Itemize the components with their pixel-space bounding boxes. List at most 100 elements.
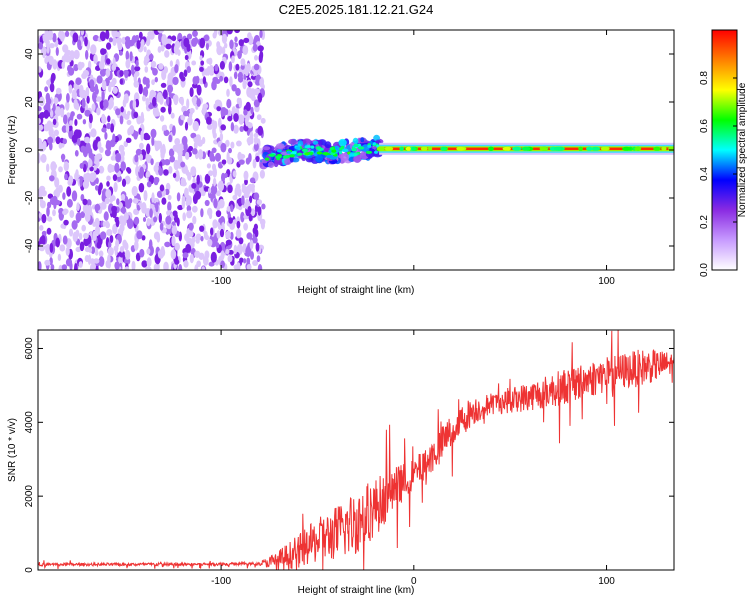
noise-blob [92, 91, 97, 103]
noise-blob [210, 251, 217, 263]
noise-blob [79, 241, 85, 252]
signal-blob [284, 157, 292, 166]
noise-blob [139, 248, 145, 258]
noise-blob [188, 112, 193, 119]
signal-blob [282, 155, 290, 159]
noise-blob [223, 76, 229, 84]
noise-blob [204, 199, 210, 207]
noise-blob [44, 86, 49, 92]
noise-blob [83, 237, 90, 247]
noise-blob [124, 249, 131, 260]
noise-blob [101, 127, 107, 133]
noise-blob [161, 143, 166, 155]
noise-blob [133, 131, 138, 140]
noise-blob [134, 66, 141, 72]
noise-blob [194, 264, 199, 270]
noise-blob [110, 155, 115, 161]
noise-blob [63, 114, 68, 125]
noise-blob [83, 232, 89, 240]
noise-blob [121, 206, 126, 215]
noise-blob [54, 177, 60, 188]
noise-blob [82, 164, 87, 173]
noise-blob [233, 71, 238, 80]
noise-blob [80, 145, 86, 153]
noise-blob [46, 206, 50, 217]
noise-blob [208, 261, 215, 267]
noise-blob [110, 165, 116, 172]
noise-blob [105, 189, 112, 199]
noise-blob [48, 43, 55, 49]
noise-blob [112, 133, 116, 144]
noise-blob [44, 102, 51, 111]
noise-blob [119, 115, 124, 125]
colorbar: 0.0 0.2 0.4 0.6 0.8 Normalized spectral ampl… [699, 29, 748, 277]
noise-blob [230, 231, 234, 240]
tone-blob [634, 146, 642, 151]
noise-blob [256, 114, 262, 121]
noise-blob [256, 199, 263, 205]
noise-blob [103, 211, 109, 221]
noise-blob [237, 188, 242, 198]
noise-blob [75, 229, 80, 238]
noise-blob [73, 64, 79, 72]
noise-blob [243, 37, 250, 44]
noise-blob [104, 197, 110, 205]
noise-blob [60, 223, 66, 229]
noise-blob [142, 217, 147, 222]
noise-blob [65, 246, 70, 256]
noise-blob [46, 227, 52, 235]
noise-blob [174, 242, 180, 251]
noise-blob [65, 100, 70, 111]
noise-blob [180, 181, 187, 187]
noise-blob [259, 78, 264, 87]
noise-blob [73, 49, 80, 60]
noise-blob [106, 175, 111, 181]
noise-blob [220, 250, 225, 260]
noise-blob [145, 77, 150, 86]
tone-blob [600, 146, 610, 151]
noise-blob [258, 53, 263, 64]
noise-blob [218, 198, 225, 209]
noise-blob [115, 218, 120, 228]
noise-blob [249, 195, 253, 204]
signal-blob [353, 155, 362, 163]
noise-blob [179, 143, 184, 153]
noise-blob [184, 187, 189, 198]
noise-blob [235, 63, 240, 71]
noise-blob [60, 107, 65, 118]
noise-blob [94, 203, 101, 212]
noise-blob [81, 97, 86, 109]
noise-blob [76, 202, 80, 212]
noise-blob [55, 47, 59, 56]
noise-blob [157, 46, 162, 53]
noise-blob [78, 261, 83, 268]
noise-blob [257, 264, 263, 270]
noise-blob [257, 45, 264, 52]
noise-blob [189, 253, 194, 264]
noise-blob [185, 151, 190, 160]
noise-blob [260, 220, 265, 230]
noise-blob [79, 162, 84, 169]
noise-blob [240, 58, 246, 66]
noise-blob [63, 161, 69, 172]
y-tick-label: 4000 [24, 411, 35, 434]
noise-blob [150, 90, 157, 97]
signal-blob [339, 151, 343, 155]
noise-blob [88, 113, 93, 124]
noise-blob [244, 68, 249, 77]
tone-blob [653, 146, 661, 151]
noise-blob [106, 229, 113, 236]
noise-blob [196, 98, 201, 107]
noise-blob [40, 46, 47, 56]
noise-blob [192, 76, 198, 85]
noise-blob [165, 38, 172, 45]
noise-blob [107, 254, 111, 264]
noise-blob [112, 86, 118, 94]
noise-blob [138, 83, 143, 95]
noise-blob [239, 126, 244, 132]
snr-xlabel: Height of straight line (km) [298, 585, 415, 596]
noise-blob [147, 31, 154, 38]
noise-blob [238, 159, 245, 165]
noise-blob [164, 159, 171, 166]
noise-blob [176, 217, 180, 227]
